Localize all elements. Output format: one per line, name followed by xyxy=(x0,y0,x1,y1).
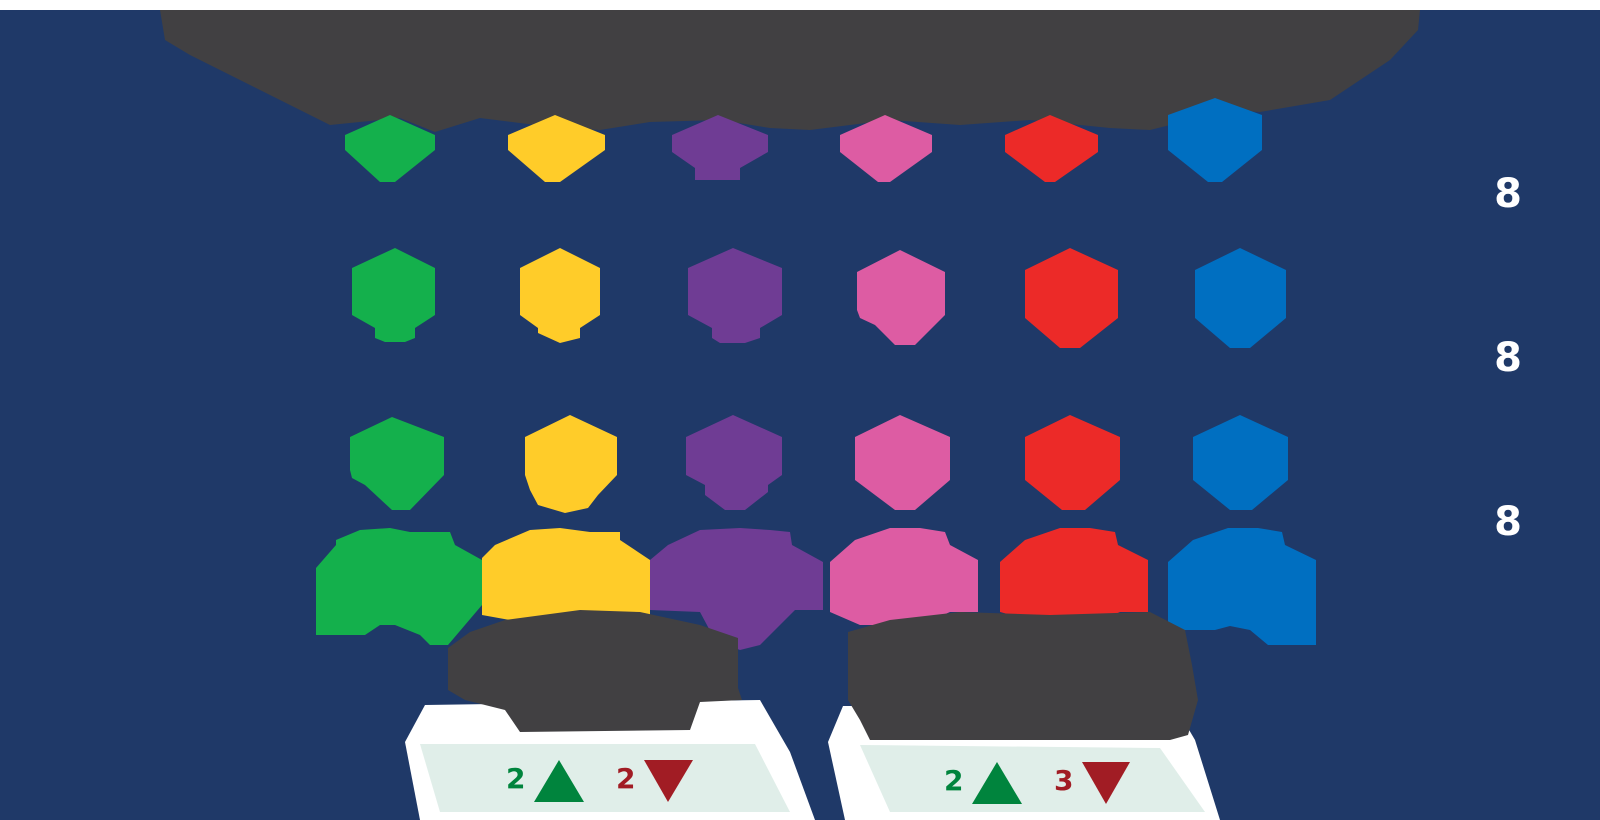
group-icon-purple xyxy=(650,528,823,650)
card-2-band xyxy=(860,745,1205,812)
hex-icon-blue xyxy=(1193,415,1288,510)
card-1-up-count: 2 xyxy=(506,762,526,795)
hex-icon-red xyxy=(1005,115,1098,182)
hex-icon-red xyxy=(1025,248,1118,348)
summary-card-2 xyxy=(828,612,1220,820)
group-icon-blue xyxy=(1168,528,1316,645)
card-1-triangle-down-icon xyxy=(644,760,693,802)
row-3-icons xyxy=(350,415,1288,513)
group-icon-green xyxy=(316,528,482,645)
card-2-up-count: 2 xyxy=(944,764,964,797)
row-1-count: 8 xyxy=(1494,171,1522,217)
hex-icon-yellow xyxy=(525,415,617,513)
card-2-down-count: 3 xyxy=(1054,764,1074,797)
card-2-label-redaction xyxy=(848,612,1198,740)
header-redaction-banner xyxy=(160,10,1420,132)
hex-icon-yellow xyxy=(520,248,600,343)
hex-icon-blue xyxy=(1168,98,1262,182)
hex-icon-green xyxy=(352,248,435,342)
hex-icon-purple xyxy=(686,415,782,510)
hex-icon-pink xyxy=(857,250,945,345)
hex-icon-yellow xyxy=(508,115,605,182)
card-2-triangle-down-icon xyxy=(1082,762,1130,804)
row-1-icons xyxy=(345,98,1262,182)
group-icon-yellow xyxy=(482,528,650,630)
group-icon-red xyxy=(1000,528,1148,625)
summary-card-1 xyxy=(405,610,815,820)
card-1-label-redaction xyxy=(448,610,742,732)
row-2-icons xyxy=(352,248,1286,348)
hex-icon-purple xyxy=(672,115,768,180)
group-icon-pink xyxy=(830,528,978,625)
card-1-band xyxy=(420,744,790,812)
card-2-triangle-up-icon xyxy=(972,762,1022,804)
hex-icon-purple xyxy=(688,248,782,343)
shapes-layer xyxy=(160,10,1420,820)
hex-icon-green xyxy=(345,115,435,182)
hex-icon-pink xyxy=(855,415,950,510)
row-4-group-icons xyxy=(316,528,1316,650)
row-3-count: 8 xyxy=(1494,499,1522,545)
card-1-triangle-up-icon xyxy=(534,760,584,802)
hex-icon-red xyxy=(1025,415,1120,510)
hex-icon-green xyxy=(350,417,444,510)
row-2-count: 8 xyxy=(1494,335,1522,381)
hex-icon-blue xyxy=(1195,248,1286,348)
infographic-canvas: 8 8 8 2 2 2 3 xyxy=(0,10,1600,820)
card-1-down-count: 2 xyxy=(616,762,636,795)
hex-icon-pink xyxy=(840,115,932,182)
